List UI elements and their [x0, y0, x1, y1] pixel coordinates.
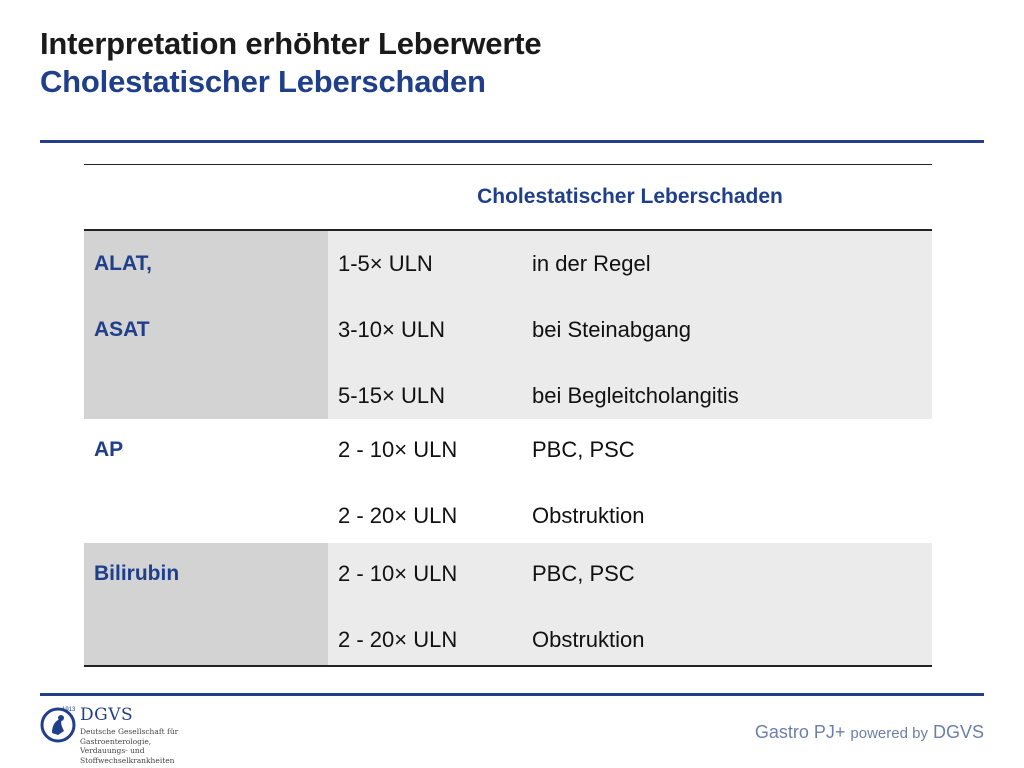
data-table: Cholestatischer Leberschaden ALAT, ASAT … [84, 164, 932, 667]
table-header: Cholestatischer Leberschaden [84, 165, 932, 231]
param-cell: AP [84, 419, 328, 543]
table-group-bilirubin: Bilirubin 2 - 10× ULN PBC, PSC 2 - 20× U… [84, 543, 932, 665]
values-cell: 1-5× ULN in der Regel 3-10× ULN bei Stei… [328, 231, 932, 419]
value-text: 2 - 20× ULN [338, 627, 458, 652]
value-text: 2 - 10× ULN [338, 561, 458, 586]
param-label: ALAT, [94, 252, 152, 275]
param-label: Bilirubin [94, 562, 180, 585]
values-cell: 2 - 10× ULN PBC, PSC 2 - 20× ULN Obstruk… [328, 543, 932, 665]
footer-brand: Gastro PJ+ powered by DGVS [755, 722, 984, 743]
logo-subtitle: Deutsche Gesellschaft für Gastroenterolo… [80, 727, 179, 765]
logo-name: DGVS [80, 705, 134, 725]
param-cell: Bilirubin [84, 543, 328, 665]
note-text: Obstruktion [532, 627, 645, 652]
param-label: ASAT [94, 318, 150, 341]
value-text: 1-5× ULN [338, 251, 433, 276]
table-group-ap: AP 2 - 10× ULN PBC, PSC 2 - 20× ULN Obst… [84, 419, 932, 543]
note-text: bei Begleitcholangitis [532, 383, 739, 408]
table-group-alat-asat: ALAT, ASAT 1-5× ULN in der Regel 3-10× U… [84, 231, 932, 419]
slide-subtitle: Cholestatischer Leberschaden [40, 64, 486, 99]
param-label: AP [94, 438, 124, 461]
table-header-label: Cholestatischer Leberschaden [477, 185, 783, 208]
bottom-rule [40, 693, 984, 696]
note-text: Obstruktion [532, 503, 645, 528]
value-text: 3-10× ULN [338, 317, 446, 342]
value-text: 2 - 10× ULN [338, 437, 458, 462]
brand-powered: powered by [850, 725, 928, 742]
note-text: PBC, PSC [532, 561, 635, 586]
dgvs-logo: 1913 DGVS Deutsche Gesellschaft für Gast… [40, 705, 180, 765]
brand-main: Gastro PJ+ [754, 722, 846, 742]
logo-year: 1913 [62, 707, 76, 713]
note-text: in der Regel [532, 251, 651, 276]
dgvs-logo-icon [40, 707, 76, 743]
slide-title: Interpretation erhöhter Leberwerte [40, 26, 542, 61]
value-text: 2 - 20× ULN [338, 503, 458, 528]
top-rule [40, 140, 984, 143]
note-text: PBC, PSC [532, 437, 635, 462]
values-cell: 2 - 10× ULN PBC, PSC 2 - 20× ULN Obstruk… [328, 419, 932, 543]
value-text: 5-15× ULN [338, 383, 446, 408]
brand-org: DGVS [932, 722, 984, 742]
param-cell: ALAT, ASAT [84, 231, 328, 419]
note-text: bei Steinabgang [532, 317, 692, 342]
